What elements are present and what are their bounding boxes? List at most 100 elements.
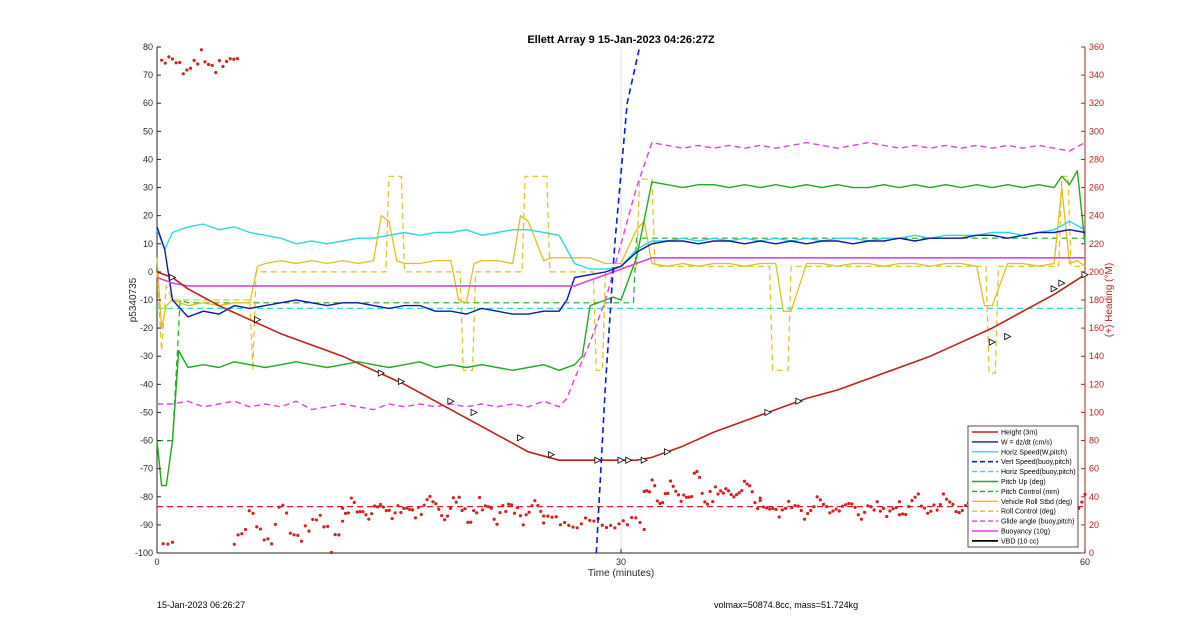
- heading-point: [963, 503, 968, 508]
- heading-point: [687, 495, 691, 499]
- legend-label: VBD (10 cc): [1001, 538, 1039, 545]
- heading-point: [793, 504, 797, 508]
- heading-point: [847, 501, 851, 506]
- heading-point: [692, 471, 696, 475]
- heading-point: [954, 509, 958, 514]
- heading-point: [812, 505, 816, 509]
- heading-point: [740, 489, 744, 493]
- heading-point: [856, 513, 860, 517]
- heading-point: [352, 500, 356, 505]
- heading-point: [729, 492, 733, 497]
- y-tick-label-right: 200: [1089, 267, 1104, 277]
- heading-point: [818, 498, 822, 502]
- heading-point: [671, 484, 675, 488]
- heading-point: [821, 502, 826, 506]
- y-tick-label-left: -10: [140, 295, 153, 305]
- y-tick-label-right: 240: [1089, 211, 1104, 221]
- height-marker: [470, 408, 478, 417]
- y-tick-label-right: 280: [1089, 154, 1104, 164]
- y-tick-label-right: 160: [1089, 323, 1104, 333]
- heading-point: [296, 533, 300, 538]
- heading-point: [690, 495, 694, 499]
- legend-label: Glide angle (buoy,pitch): [1001, 519, 1074, 526]
- heading-point: [600, 523, 604, 527]
- height-marker: [764, 408, 772, 417]
- heading-point: [399, 510, 403, 515]
- height-marker: [625, 456, 633, 464]
- heading-point: [588, 518, 592, 522]
- heading-point: [916, 492, 920, 496]
- heading-point: [799, 509, 803, 513]
- heading-point: [214, 70, 218, 75]
- y-tick-label-right: 0: [1089, 548, 1094, 558]
- heading-point: [251, 511, 255, 515]
- heading-point: [697, 475, 702, 479]
- heading-point: [825, 504, 829, 509]
- heading-point: [592, 519, 596, 523]
- y-tick-label-right: 20: [1089, 520, 1099, 530]
- heading-point: [390, 516, 394, 521]
- heading-point: [472, 509, 476, 513]
- heading-point: [454, 500, 458, 504]
- y-tick-label-left: -90: [140, 520, 153, 530]
- heading-point: [373, 504, 377, 508]
- y-tick-label-left: 60: [143, 98, 153, 108]
- legend-label: Pitch Control (mm): [1001, 489, 1059, 496]
- y-tick-label-left: -60: [140, 436, 153, 446]
- heading-point: [583, 516, 588, 520]
- y-tick-label-left: -50: [140, 407, 153, 417]
- heading-point: [445, 514, 450, 518]
- heading-point: [695, 469, 699, 474]
- y-tick-label-left: -70: [140, 464, 153, 474]
- heading-point: [653, 484, 657, 488]
- heading-point: [495, 522, 499, 526]
- heading-point: [850, 502, 854, 506]
- series-line-1: [156, 226, 1086, 318]
- heading-point: [666, 491, 670, 495]
- heading-point: [828, 511, 832, 515]
- chart-title: Ellett Array 9 15-Jan-2023 04:26:27Z: [527, 34, 715, 46]
- heading-point: [554, 515, 558, 519]
- heading-point: [809, 508, 813, 513]
- heading-point: [679, 499, 683, 503]
- heading-point: [944, 497, 949, 501]
- heading-point: [750, 490, 754, 494]
- heading-point: [806, 511, 810, 516]
- heading-point: [384, 509, 388, 513]
- y-axis-label-left: p5340735: [128, 277, 139, 322]
- heading-point: [393, 511, 397, 515]
- heading-point: [469, 520, 473, 524]
- y-tick-label-right: 180: [1089, 295, 1104, 305]
- y-tick-label-right: 40: [1089, 492, 1099, 502]
- heading-point: [960, 508, 964, 513]
- heading-point: [910, 498, 914, 503]
- heading-point: [255, 525, 259, 529]
- heading-point: [527, 510, 531, 514]
- heading-point: [542, 521, 546, 525]
- heading-point: [166, 542, 170, 546]
- series-line-7: [156, 186, 1086, 329]
- heading-point: [163, 61, 167, 65]
- heading-point: [266, 537, 270, 541]
- heading-point: [206, 62, 211, 67]
- legend-label: Vehicle Roll Stbd (deg): [1001, 499, 1072, 506]
- heading-point: [337, 533, 341, 537]
- heading-point: [405, 506, 409, 510]
- heading-point: [326, 524, 330, 528]
- heading-point: [311, 517, 315, 522]
- heading-point: [783, 506, 788, 510]
- height-marker: [594, 456, 602, 464]
- heading-point: [408, 507, 412, 511]
- heading-point: [941, 492, 946, 496]
- heading-point: [742, 479, 746, 483]
- heading-point: [957, 511, 961, 515]
- y-tick-label-left: 10: [143, 239, 153, 249]
- heading-point: [881, 506, 886, 510]
- legend-box: [967, 425, 1079, 548]
- height-marker: [397, 377, 406, 386]
- x-tick-label: 0: [154, 557, 159, 567]
- heading-point: [437, 507, 441, 511]
- y-tick-label-left: 80: [143, 42, 153, 52]
- y-ticks-left: -100-90-80-70-60-50-40-30-20-10010203040…: [135, 42, 161, 558]
- heading-point: [196, 62, 200, 66]
